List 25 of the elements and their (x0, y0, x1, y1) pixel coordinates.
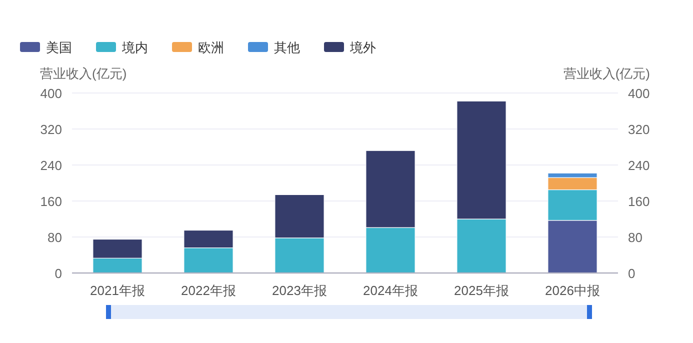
y-tick-label: 80 (48, 230, 62, 245)
legend-label: 境内 (121, 40, 148, 55)
legend-label: 美国 (46, 40, 72, 55)
y-tick-label: 160 (40, 194, 62, 209)
y2-tick-label: 0 (628, 266, 636, 281)
y2-tick-label: 240 (628, 158, 650, 173)
y-tick-label: 0 (54, 266, 62, 281)
legend-label: 欧洲 (198, 40, 224, 55)
legend-label: 境外 (349, 40, 376, 55)
y-tick-label: 400 (40, 86, 62, 101)
y2-tick-label: 400 (628, 86, 650, 101)
x-tick-label: 2026中报 (545, 283, 600, 298)
y-tick-label: 240 (40, 158, 62, 173)
x-tick-label: 2023年报 (272, 283, 327, 298)
x-tick-label: 2025年报 (454, 283, 509, 298)
y-axis-title: 营业收入(亿元) (40, 66, 127, 81)
y2-tick-label: 80 (628, 230, 642, 245)
x-tick-label: 2024年报 (363, 283, 418, 298)
y2-axis-title: 营业收入(亿元) (563, 66, 650, 81)
x-tick-label: 2021年报 (90, 283, 145, 298)
x-tick-label: 2022年报 (181, 283, 236, 298)
y2-tick-label: 160 (628, 194, 650, 209)
y2-tick-label: 320 (628, 122, 650, 137)
legend-label: 其他 (274, 40, 300, 55)
y-tick-label: 320 (40, 122, 62, 137)
